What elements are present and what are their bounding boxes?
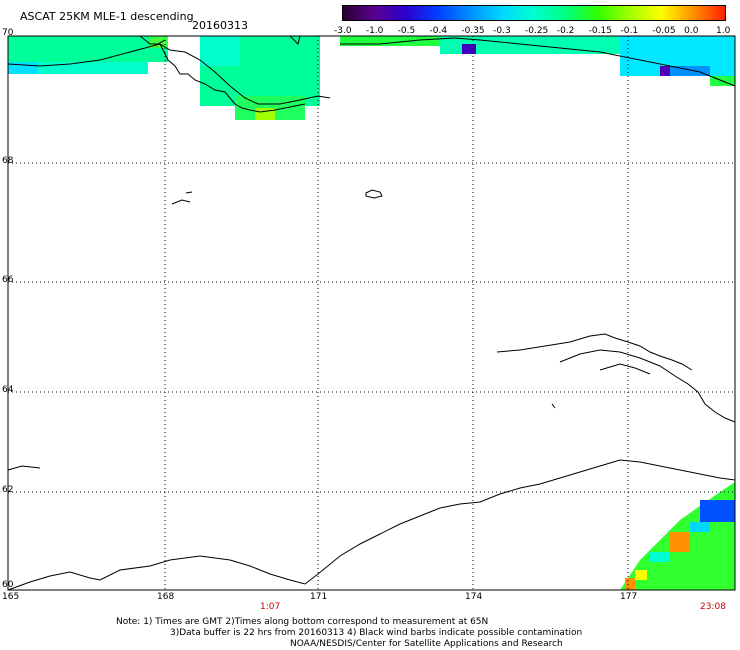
lon-label-177: 177: [620, 592, 638, 602]
time-start: 1:07: [260, 602, 281, 612]
wind-swath-top-right: [340, 36, 735, 86]
note-line-2: 3)Data buffer is 22 hrs from 20160313 4)…: [170, 628, 583, 638]
colorbar-label: -0.5: [397, 26, 416, 36]
note-line-3: NOAA/NESDIS/Center for Satellite Applica…: [290, 639, 563, 649]
colorbar-label: -0.35: [461, 26, 485, 36]
lat-lon-grid: [8, 36, 735, 590]
lat-label-62: 62: [2, 485, 14, 495]
lat-label-70: 70: [2, 28, 14, 38]
coastline: [7, 35, 736, 591]
wind-swath-bottom-right: [620, 482, 735, 590]
lat-label-64: 64: [2, 385, 14, 395]
colorbar-label: -0.2: [556, 26, 575, 36]
colorbar-label: -0.15: [588, 26, 612, 36]
colorbar-label: 0.0: [684, 26, 699, 36]
lon-label-165: 165: [2, 592, 20, 602]
note-line-1: Note: 1) Times are GMT 2)Times along bot…: [116, 617, 489, 627]
lon-label-168: 168: [157, 592, 175, 602]
colorbar-label: -0.05: [652, 26, 676, 36]
product-date: 20160313: [192, 19, 248, 32]
lon-label-174: 174: [465, 592, 483, 602]
lat-label-66: 66: [2, 275, 14, 285]
colorbar-label: -0.25: [525, 26, 549, 36]
lat-label-60: 60: [2, 580, 14, 590]
colorbar-label: -1.0: [365, 26, 384, 36]
product-title: ASCAT 25KM MLE-1 descending: [20, 10, 194, 23]
colorbar-label: -0.3: [493, 26, 511, 36]
colorbar: [342, 5, 726, 21]
colorbar-label: -3.0: [334, 26, 352, 36]
colorbar-label: 1.0: [716, 26, 731, 36]
lon-label-171: 171: [310, 592, 328, 602]
colorbar-label: -0.4: [429, 26, 448, 36]
lat-label-68: 68: [2, 156, 14, 166]
wind-swath-top-left: [8, 36, 320, 120]
map-frame: [7, 35, 736, 591]
time-end: 23:08: [700, 602, 726, 612]
colorbar-label: -0.1: [620, 26, 639, 36]
colorbar-gradient: [343, 6, 725, 20]
